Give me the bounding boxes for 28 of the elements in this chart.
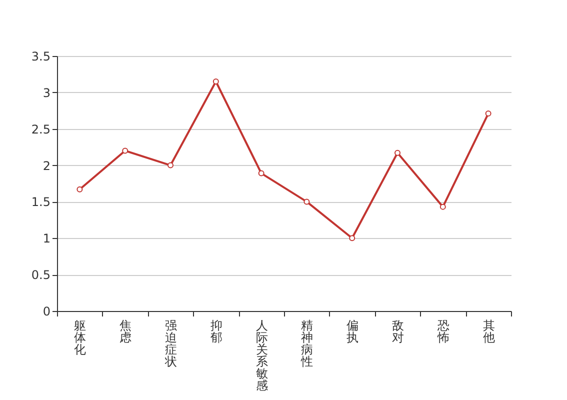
point <box>349 235 356 242</box>
y-tick-label: 3 <box>42 86 50 100</box>
point <box>485 110 492 117</box>
y-tick-label: 3.5 <box>31 50 50 64</box>
y-tick-label: 2 <box>42 158 50 173</box>
x-tick-label: 恐怖 <box>436 318 450 344</box>
x-tick-label: 抑郁 <box>210 318 222 344</box>
x-tick-label: 强迫症状 <box>164 318 177 368</box>
point <box>212 78 219 84</box>
point <box>122 148 128 154</box>
x-tick-label: 偏执 <box>346 318 359 344</box>
y-tick-label: 2.5 <box>31 122 50 136</box>
x-tick-label: 焦虑 <box>120 318 132 344</box>
point <box>168 162 174 168</box>
point <box>258 170 264 176</box>
x-tick-label: 人际关系敏感 <box>256 318 268 392</box>
point <box>394 150 400 156</box>
y-tick-label: 0 <box>42 304 50 318</box>
y-tick-label: 0.5 <box>31 268 50 282</box>
x-tick-label: 其他 <box>482 318 495 344</box>
point <box>76 186 83 192</box>
y-tick-label: 1.5 <box>31 195 50 210</box>
x-tick-label: 敌对 <box>392 318 404 344</box>
x-tick-label: 躯体化 <box>74 318 86 356</box>
x-tick-label: 精神病性 <box>300 318 314 368</box>
point <box>440 204 446 210</box>
y-tick-label: 1 <box>42 232 50 246</box>
point <box>304 198 310 205</box>
